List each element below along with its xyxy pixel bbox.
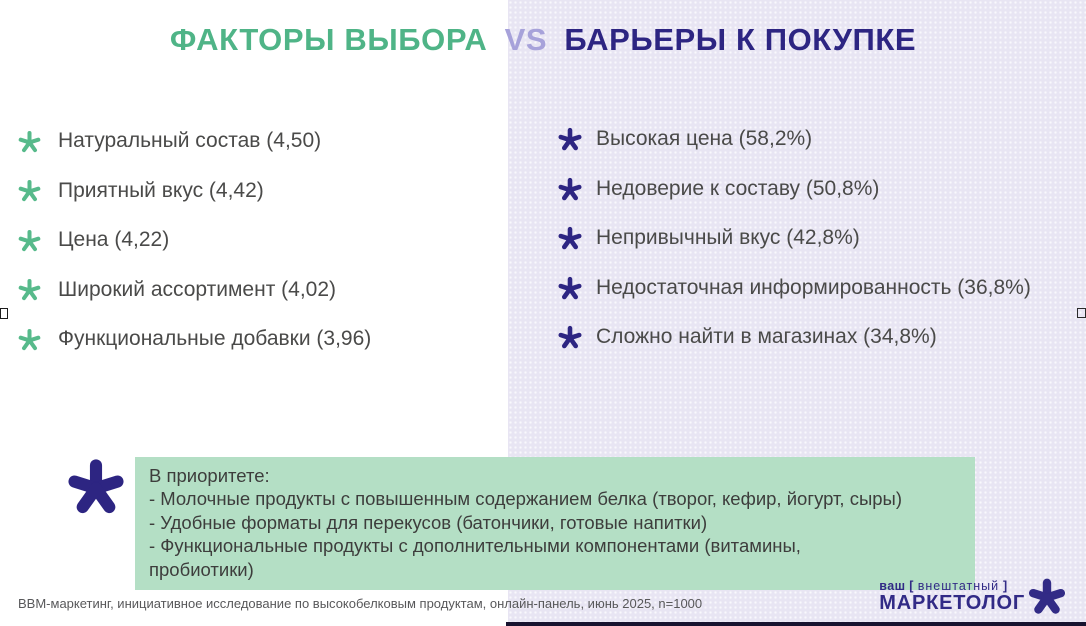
brand-logo: ваш [ внештатный ] МАРКЕТОЛОГ bbox=[879, 578, 1065, 614]
title-barriers: БАРЬЕРЫ К ПОКУПКЕ bbox=[564, 22, 917, 57]
asterisk-icon bbox=[18, 278, 41, 301]
brand-logo-line1: ваш [ внештатный ] bbox=[879, 579, 1025, 593]
list-item: Широкий ассортимент (4,02) bbox=[18, 275, 371, 305]
list-item: Приятный вкус (4,42) bbox=[18, 176, 371, 206]
barrier-label: Высокая цена (58,2%) bbox=[596, 127, 813, 150]
factors-list: Натуральный состав (4,50) Приятный вкус … bbox=[18, 126, 371, 374]
asterisk-icon bbox=[558, 325, 582, 349]
brand-logo-text: ваш [ внештатный ] МАРКЕТОЛОГ bbox=[879, 579, 1025, 614]
barrier-label: Недоверие к составу (50,8%) bbox=[596, 176, 880, 200]
asterisk-icon bbox=[1029, 578, 1065, 614]
bottom-border-line bbox=[506, 622, 1086, 626]
factor-label: Функциональные добавки (3,96) bbox=[58, 327, 372, 350]
asterisk-icon bbox=[18, 328, 41, 351]
list-item: Функциональные добавки (3,96) bbox=[18, 324, 371, 354]
page-title: ФАКТОРЫ ВЫБОРА VS БАРЬЕРЫ К ПОКУПКЕ bbox=[0, 22, 1086, 58]
note-line: - Молочные продукты с повышенным содержа… bbox=[149, 488, 903, 510]
list-item: Недостаточная информированность (36,8%) bbox=[558, 273, 1031, 303]
note-line: - Функциональные продукты с дополнительн… bbox=[149, 535, 801, 557]
logo-word2: внештатный bbox=[917, 578, 1000, 593]
list-item: Высокая цена (58,2%) bbox=[558, 124, 1031, 154]
factor-label: Приятный вкус (4,42) bbox=[58, 178, 264, 202]
note-line: В приоритете: bbox=[149, 465, 270, 486]
left-edge-resize-handle[interactable] bbox=[0, 308, 8, 319]
factor-label: Натуральный состав (4,50) bbox=[58, 129, 322, 152]
asterisk-icon bbox=[558, 226, 582, 250]
factor-label: Цена (4,22) bbox=[58, 228, 170, 251]
factor-label: Широкий ассортимент (4,02) bbox=[58, 277, 337, 301]
list-item: Сложно найти в магазинах (34,8%) bbox=[558, 322, 1031, 352]
list-item: Недоверие к составу (50,8%) bbox=[558, 174, 1031, 204]
right-edge-resize-handle[interactable] bbox=[1077, 308, 1086, 318]
list-item: Цена (4,22) bbox=[18, 225, 371, 255]
asterisk-icon bbox=[18, 229, 41, 252]
list-item: Непривычный вкус (42,8%) bbox=[558, 223, 1031, 253]
asterisk-icon bbox=[558, 127, 582, 151]
asterisk-icon bbox=[18, 179, 41, 202]
list-item: Натуральный состав (4,50) bbox=[18, 126, 371, 156]
brand-logo-line2: МАРКЕТОЛОГ bbox=[879, 591, 1025, 614]
source-note: ВВМ-маркетинг, инициативное исследование… bbox=[18, 596, 703, 611]
asterisk-icon bbox=[68, 456, 124, 516]
note-line: - Удобные форматы для перекусов (батончи… bbox=[149, 511, 708, 533]
barrier-label: Сложно найти в магазинах (34,8%) bbox=[596, 325, 937, 348]
asterisk-icon bbox=[18, 130, 41, 153]
note-line: пробиотики) bbox=[149, 558, 254, 580]
priority-note: В приоритете: - Молочные продукты с повы… bbox=[135, 457, 975, 591]
title-vs: VS bbox=[504, 22, 548, 57]
barrier-label: Непривычный вкус (42,8%) bbox=[596, 226, 860, 249]
logo-bracket-open: [ bbox=[909, 578, 914, 593]
logo-word1: ваш bbox=[879, 578, 906, 593]
barriers-list: Высокая цена (58,2%) Недоверие к составу… bbox=[558, 124, 1031, 372]
asterisk-icon bbox=[558, 177, 582, 201]
title-factors: ФАКТОРЫ ВЫБОРА bbox=[169, 22, 488, 57]
barrier-label: Недостаточная информированность (36,8%) bbox=[596, 275, 1031, 299]
asterisk-icon bbox=[558, 276, 582, 300]
logo-bracket-close: ] bbox=[1002, 578, 1008, 593]
